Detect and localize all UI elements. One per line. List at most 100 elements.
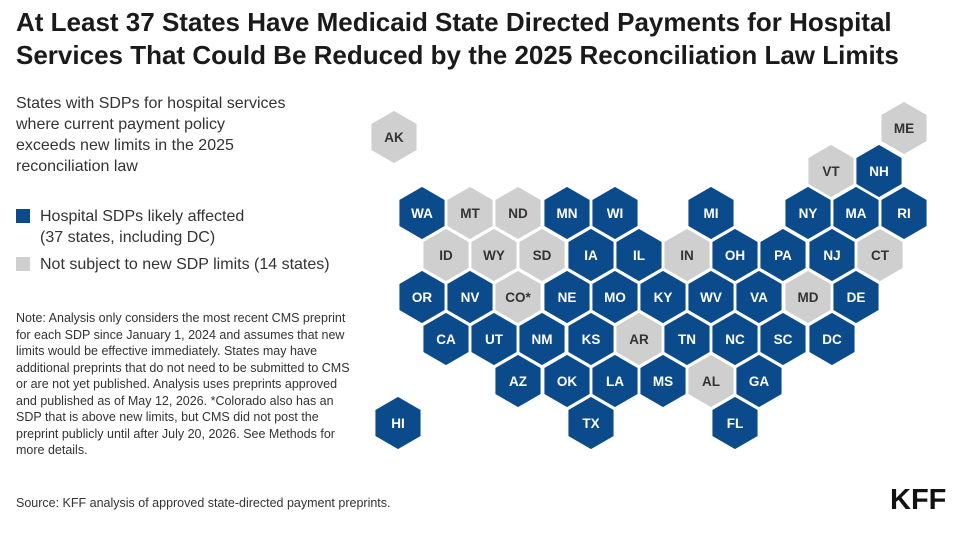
state-label-co: CO* — [505, 290, 531, 305]
state-label-il: IL — [633, 248, 645, 263]
state-hex-ri — [879, 184, 929, 242]
state-label-mo: MO — [604, 290, 626, 305]
state-tile-ok: OK — [542, 352, 592, 410]
state-tile-ga: GA — [734, 352, 784, 410]
state-label-tn: TN — [678, 332, 696, 347]
state-label-de: DE — [847, 290, 866, 305]
state-hex-dc — [807, 310, 857, 368]
state-tile-mn: MN — [542, 184, 592, 242]
state-tile-ne: NE — [542, 268, 592, 326]
legend-label-affected-count: (37 states, including DC) — [40, 229, 216, 246]
state-label-ia: IA — [584, 248, 598, 263]
legend-label-affected: Hospital SDPs likely affected — [40, 208, 245, 225]
state-label-me: ME — [894, 121, 914, 136]
state-label-nv: NV — [461, 290, 480, 305]
state-tile-sc: SC — [758, 310, 808, 368]
state-tile-nm: NM — [517, 310, 567, 368]
legend-item-affected: Hospital SDPs likely affected (37 states… — [16, 206, 376, 248]
state-tile-az: AZ — [493, 352, 543, 410]
state-tile-mi: MI — [686, 184, 736, 242]
state-tile-hi: HI — [373, 394, 423, 452]
state-label-mn: MN — [557, 206, 578, 221]
state-label-nm: NM — [532, 332, 553, 347]
state-label-ga: GA — [749, 374, 770, 389]
legend-swatch-not-subject — [16, 257, 30, 271]
state-label-ak: AK — [384, 130, 404, 145]
state-hex-sd — [517, 226, 567, 284]
state-hex-va — [734, 268, 784, 326]
state-tile-va: VA — [734, 268, 784, 326]
state-label-nd: ND — [508, 206, 528, 221]
state-hex-az — [493, 352, 543, 410]
state-label-ca: CA — [436, 332, 456, 347]
state-label-vt: VT — [822, 164, 840, 179]
state-label-ri: RI — [897, 206, 911, 221]
state-label-ut: UT — [485, 332, 504, 347]
state-tile-wv: WV — [686, 268, 736, 326]
state-hex-me — [879, 99, 929, 157]
state-hex-fl — [710, 394, 760, 452]
state-tile-nd: ND — [493, 184, 543, 242]
state-hex-de — [831, 268, 881, 326]
state-tile-ky: KY — [638, 268, 688, 326]
state-tile-wy: WY — [469, 226, 519, 284]
state-label-wa: WA — [411, 206, 433, 221]
state-tile-nh: NH — [854, 142, 904, 200]
state-tile-ri: RI — [879, 184, 929, 242]
state-label-va: VA — [750, 290, 768, 305]
state-label-ks: KS — [582, 332, 601, 347]
state-label-ar: AR — [629, 332, 649, 347]
state-tile-pa: PA — [758, 226, 808, 284]
state-tile-fl: FL — [710, 394, 760, 452]
state-label-oh: OH — [725, 248, 745, 263]
legend-swatch-affected — [16, 209, 30, 223]
state-hex-tx — [566, 394, 616, 452]
legend: Hospital SDPs likely affected (37 states… — [16, 206, 376, 275]
state-hex-sc — [758, 310, 808, 368]
state-label-tx: TX — [582, 416, 599, 431]
state-tile-wi: WI — [590, 184, 640, 242]
state-label-ma: MA — [846, 206, 867, 221]
state-hex-pa — [758, 226, 808, 284]
state-label-fl: FL — [727, 416, 744, 431]
state-label-pa: PA — [774, 248, 792, 263]
state-label-wi: WI — [607, 206, 624, 221]
state-label-az: AZ — [509, 374, 527, 389]
state-tile-ct: CT — [855, 226, 905, 284]
state-label-al: AL — [702, 374, 720, 389]
state-tile-co: CO* — [493, 268, 543, 326]
state-label-sc: SC — [774, 332, 793, 347]
state-label-ok: OK — [557, 374, 578, 389]
state-label-wv: WV — [700, 290, 722, 305]
state-tile-ak: AK — [369, 108, 419, 166]
state-label-hi: HI — [391, 416, 405, 431]
state-label-nh: NH — [869, 164, 889, 179]
map-subtitle: States with SDPs for hospital services w… — [16, 95, 286, 175]
state-label-ky: KY — [654, 290, 673, 305]
state-tile-tn: TN — [662, 310, 712, 368]
state-tile-ny: NY — [783, 184, 833, 242]
state-hex-mi — [686, 184, 736, 242]
state-label-id: ID — [439, 248, 453, 263]
chart-title: At Least 37 States Have Medicaid State D… — [16, 6, 946, 72]
source-note: Source: KFF analysis of approved state-d… — [16, 496, 391, 510]
state-label-ct: CT — [871, 248, 890, 263]
state-tile-al: AL — [686, 352, 736, 410]
state-hex-ak — [369, 108, 419, 166]
legend-item-not-subject: Not subject to new SDP limits (14 states… — [16, 254, 376, 275]
chart-title-line-1: At Least 37 States Have Medicaid State D… — [16, 7, 892, 37]
state-tile-md: MD — [783, 268, 833, 326]
state-tile-sd: SD — [517, 226, 567, 284]
state-tile-me: ME — [879, 99, 929, 157]
state-label-ne: NE — [558, 290, 577, 305]
state-label-nj: NJ — [823, 248, 840, 263]
state-label-dc: DC — [822, 332, 842, 347]
state-label-nc: NC — [725, 332, 745, 347]
state-tile-dc: DC — [807, 310, 857, 368]
state-label-in: IN — [680, 248, 694, 263]
state-hex-nm — [517, 310, 567, 368]
state-label-ms: MS — [653, 374, 673, 389]
state-tile-nj: NJ — [807, 226, 857, 284]
state-tile-de: DE — [831, 268, 881, 326]
